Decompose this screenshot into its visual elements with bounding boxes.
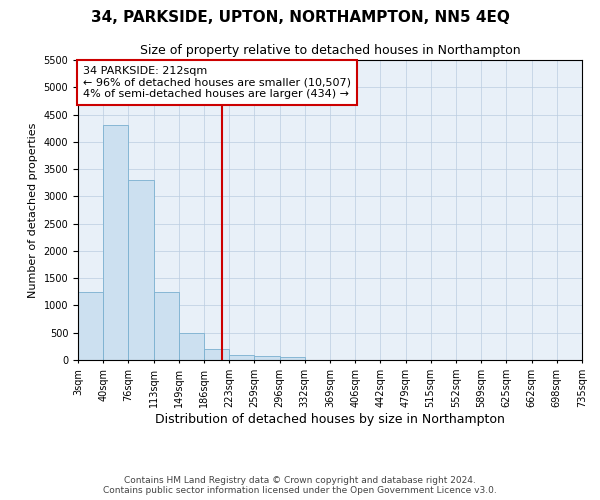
Y-axis label: Number of detached properties: Number of detached properties — [28, 122, 38, 298]
Bar — [78, 292, 103, 360]
Text: Contains HM Land Registry data © Crown copyright and database right 2024.
Contai: Contains HM Land Registry data © Crown c… — [103, 476, 497, 495]
Title: Size of property relative to detached houses in Northampton: Size of property relative to detached ho… — [140, 44, 520, 58]
Text: 34 PARKSIDE: 212sqm
← 96% of detached houses are smaller (10,507)
4% of semi-det: 34 PARKSIDE: 212sqm ← 96% of detached ho… — [83, 66, 351, 99]
Bar — [280, 357, 305, 360]
Bar — [254, 356, 280, 360]
X-axis label: Distribution of detached houses by size in Northampton: Distribution of detached houses by size … — [155, 412, 505, 426]
Bar — [204, 349, 229, 360]
Bar — [179, 332, 204, 360]
Bar — [229, 354, 254, 360]
Text: 34, PARKSIDE, UPTON, NORTHAMPTON, NN5 4EQ: 34, PARKSIDE, UPTON, NORTHAMPTON, NN5 4E… — [91, 10, 509, 25]
Bar — [128, 180, 154, 360]
Bar — [103, 126, 128, 360]
Bar — [154, 292, 179, 360]
